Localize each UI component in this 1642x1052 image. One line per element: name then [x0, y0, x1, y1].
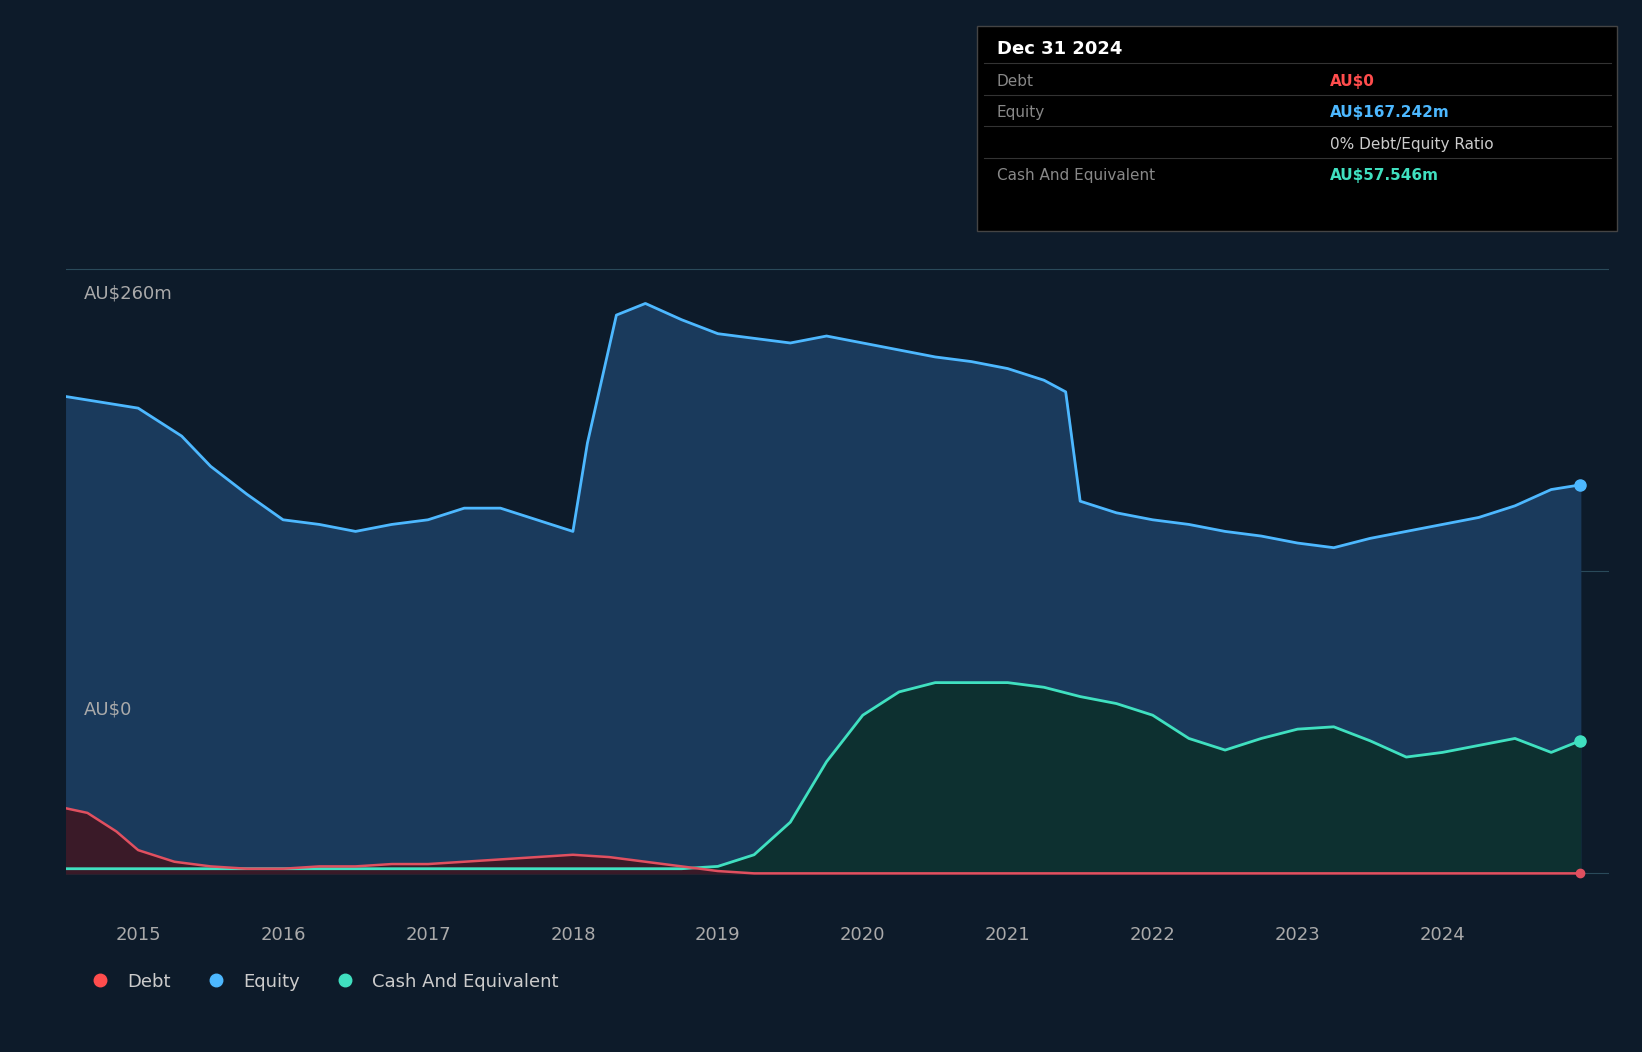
- Text: 0% Debt/Equity Ratio: 0% Debt/Equity Ratio: [1330, 137, 1494, 151]
- Text: Dec 31 2024: Dec 31 2024: [997, 40, 1121, 58]
- Text: AU$0: AU$0: [1330, 74, 1374, 88]
- Text: Debt: Debt: [997, 74, 1034, 88]
- Text: AU$0: AU$0: [84, 701, 133, 719]
- Legend: Debt, Equity, Cash And Equivalent: Debt, Equity, Cash And Equivalent: [74, 966, 565, 998]
- Text: Equity: Equity: [997, 105, 1044, 120]
- Text: AU$167.242m: AU$167.242m: [1330, 105, 1450, 120]
- Text: AU$260m: AU$260m: [84, 284, 172, 302]
- Text: AU$57.546m: AU$57.546m: [1330, 168, 1438, 183]
- Text: Cash And Equivalent: Cash And Equivalent: [997, 168, 1154, 183]
